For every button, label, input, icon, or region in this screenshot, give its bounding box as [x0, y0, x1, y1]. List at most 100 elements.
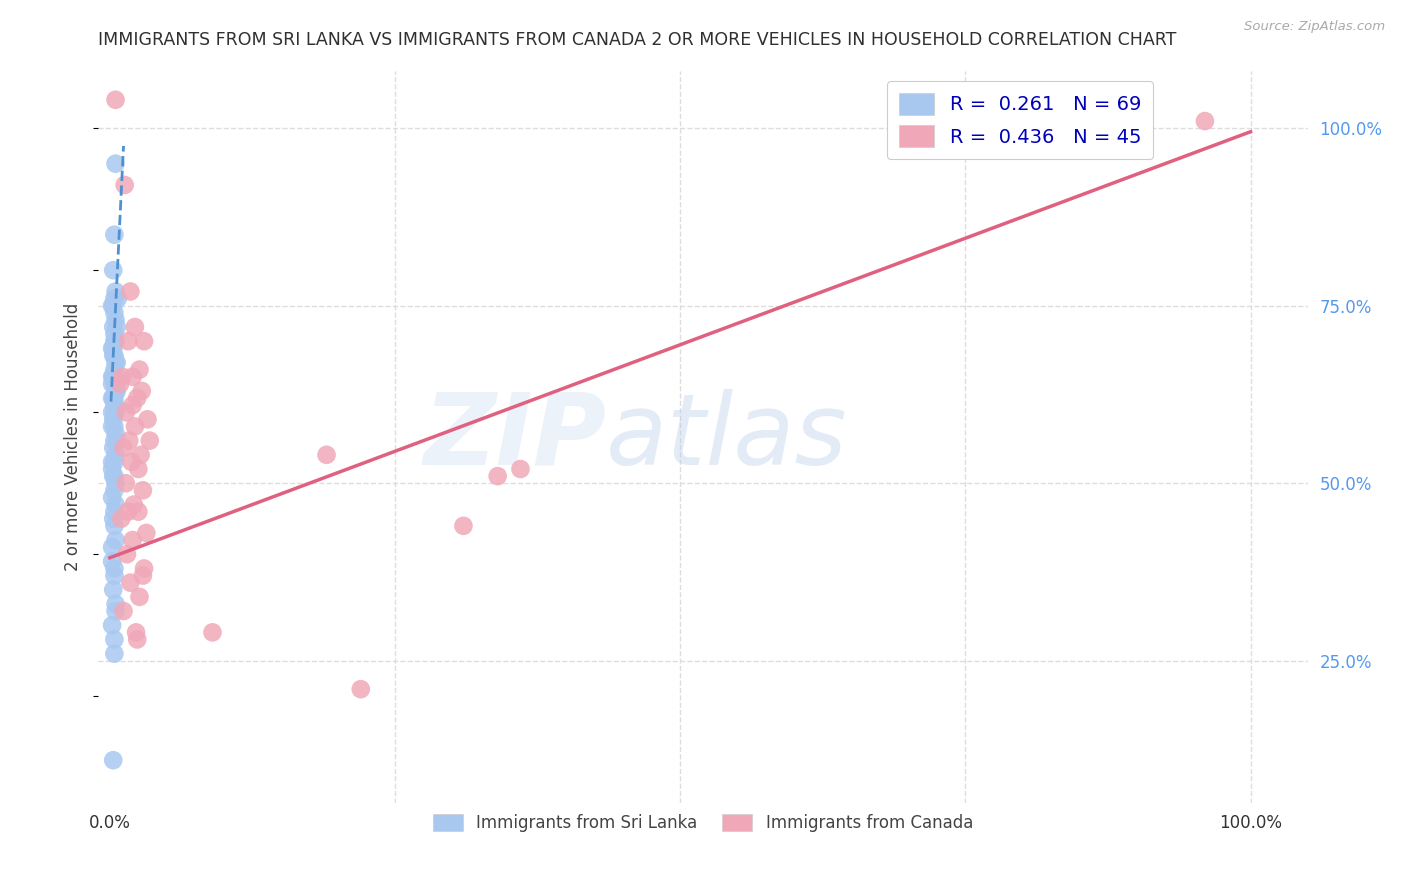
Point — [103, 376, 125, 391]
Point — [115, 547, 138, 561]
Point — [131, 384, 153, 398]
Point — [101, 491, 124, 505]
Point — [127, 632, 149, 647]
Point — [201, 625, 224, 640]
Point — [103, 391, 125, 405]
Point — [103, 327, 125, 342]
Point — [101, 419, 124, 434]
Point — [103, 568, 125, 582]
Point — [103, 263, 125, 277]
Point — [114, 476, 136, 491]
Point — [107, 292, 129, 306]
Point — [132, 561, 155, 575]
Point — [103, 369, 125, 384]
Point — [124, 320, 146, 334]
Point — [103, 341, 125, 355]
Point — [104, 426, 127, 441]
Point — [101, 554, 124, 568]
Point — [103, 441, 125, 455]
Point — [114, 405, 136, 419]
Point — [103, 334, 125, 349]
Point — [118, 434, 141, 448]
Text: Source: ZipAtlas.com: Source: ZipAtlas.com — [1244, 20, 1385, 33]
Point — [104, 448, 127, 462]
Point — [103, 398, 125, 412]
Point — [132, 483, 155, 498]
Point — [103, 647, 125, 661]
Point — [103, 519, 125, 533]
Point — [103, 434, 125, 448]
Point — [101, 405, 124, 419]
Point — [117, 334, 139, 349]
Point — [114, 178, 136, 192]
Point — [132, 568, 155, 582]
Point — [101, 462, 124, 476]
Point — [104, 369, 127, 384]
Point — [315, 448, 337, 462]
Point — [120, 575, 142, 590]
Point — [122, 498, 145, 512]
Point — [128, 590, 150, 604]
Point — [103, 753, 125, 767]
Point — [105, 434, 128, 448]
Point — [125, 625, 148, 640]
Point — [101, 618, 124, 632]
Point — [129, 448, 152, 462]
Point — [120, 285, 142, 299]
Point — [101, 299, 124, 313]
Point — [103, 419, 125, 434]
Point — [104, 156, 127, 170]
Point — [104, 533, 127, 547]
Point — [105, 355, 128, 369]
Point — [104, 285, 127, 299]
Point — [104, 313, 127, 327]
Point — [111, 369, 134, 384]
Point — [103, 455, 125, 469]
Point — [101, 341, 124, 355]
Point — [103, 299, 125, 313]
Point — [117, 505, 139, 519]
Point — [101, 369, 124, 384]
Point — [103, 227, 125, 242]
Point — [1194, 114, 1216, 128]
Point — [104, 498, 127, 512]
Point — [103, 362, 125, 376]
Point — [103, 582, 125, 597]
Point — [101, 391, 124, 405]
Point — [127, 505, 149, 519]
Point — [103, 412, 125, 426]
Point — [127, 391, 149, 405]
Point — [103, 391, 125, 405]
Point — [103, 561, 125, 575]
Point — [101, 540, 124, 554]
Point — [121, 369, 143, 384]
Point — [103, 632, 125, 647]
Point — [108, 376, 131, 391]
Point — [105, 384, 128, 398]
Point — [103, 320, 125, 334]
Y-axis label: 2 or more Vehicles in Household: 2 or more Vehicles in Household — [65, 303, 83, 571]
Point — [121, 455, 143, 469]
Point — [104, 384, 127, 398]
Point — [121, 398, 143, 412]
Point — [103, 483, 125, 498]
Point — [104, 597, 127, 611]
Point — [103, 469, 125, 483]
Point — [104, 398, 127, 412]
Point — [103, 469, 125, 483]
Point — [486, 469, 509, 483]
Point — [103, 292, 125, 306]
Point — [104, 476, 127, 491]
Text: ZIP: ZIP — [423, 389, 606, 485]
Point — [103, 348, 125, 362]
Point — [132, 334, 155, 349]
Point — [128, 362, 150, 376]
Point — [104, 405, 127, 419]
Point — [509, 462, 531, 476]
Point — [104, 355, 127, 369]
Point — [103, 306, 125, 320]
Point — [103, 405, 125, 419]
Point — [112, 604, 135, 618]
Point — [350, 682, 373, 697]
Point — [105, 320, 128, 334]
